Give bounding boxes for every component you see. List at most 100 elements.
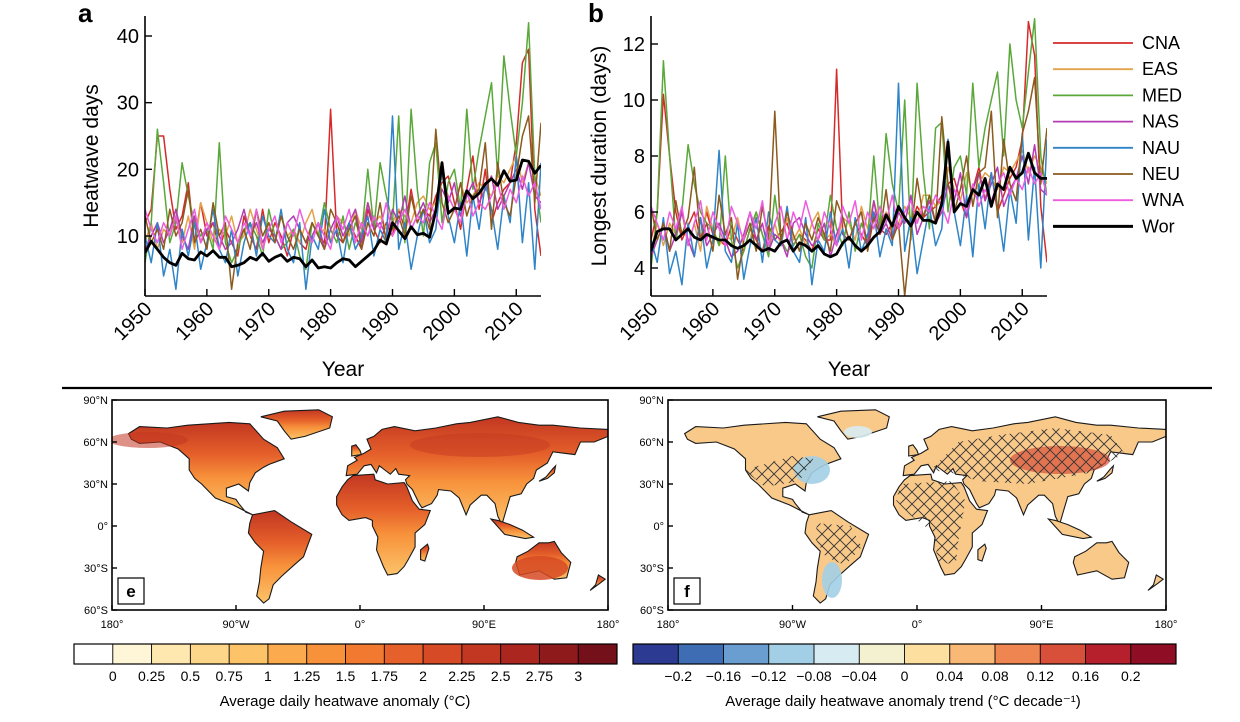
- legend-label-eas: EAS: [1142, 59, 1178, 79]
- colorbar-e-bin-8: [384, 644, 424, 664]
- colorbar-e-tick-3: 0.75: [216, 668, 243, 684]
- colorbar-f-tick-3: −0.08: [796, 668, 832, 684]
- map-f-cooling-south-america: [822, 562, 842, 598]
- map-e-land-new-zealand: [589, 574, 607, 591]
- panel-b-ylabel: Longest duration (days): [588, 46, 611, 267]
- x-tick-label-b-1960: 1960: [677, 298, 724, 345]
- colorbar-f-bin-3: [768, 644, 815, 664]
- map-f-hatch-na: [744, 456, 814, 487]
- y-tick-label-b-10: 10: [623, 90, 645, 112]
- colorbar-f-bin-10: [1085, 644, 1132, 664]
- series-line-neu-a: [145, 115, 541, 291]
- map-f-lon-label-2: 0°: [912, 619, 923, 631]
- map-f-land-new-zealand: [1147, 574, 1165, 591]
- legend-label-wor: Wor: [1142, 216, 1175, 236]
- map-e-lon-label-0: 180°: [101, 619, 124, 631]
- map-e-land-north-america: [127, 421, 286, 516]
- map-e-land-indonesia: [489, 518, 536, 540]
- map-f-greenland: [844, 426, 872, 438]
- y-tick-label-a-10: 10: [117, 226, 139, 248]
- legend-label-neu: NEU: [1142, 164, 1180, 184]
- map-f-land-indonesia: [1046, 518, 1093, 540]
- map-f-lon-label-3: 90°E: [1030, 619, 1054, 631]
- colorbar-f-tick-5: 0: [901, 668, 909, 684]
- map-e-lat-label-3: 0°: [97, 521, 108, 533]
- map-e-land-japan: [538, 464, 557, 482]
- map-e-label: e: [126, 582, 135, 601]
- colorbar-e-tick-4: 1: [264, 668, 272, 684]
- y-tick-label-b-4: 4: [634, 258, 645, 280]
- series-line-nau-a: [145, 115, 541, 291]
- x-tick-label-b-1970: 1970: [739, 298, 786, 345]
- colorbar-f-bin-1: [678, 644, 724, 664]
- colorbar-e-bin-7: [345, 644, 385, 664]
- map-e-land-greenland: [260, 409, 334, 440]
- series-line-wna-b: [651, 166, 1047, 247]
- colorbar-f-bin-11: [1130, 644, 1177, 664]
- map-e: 90°N 60°N 30°N 0° 30°S 60°S 180° 90°W 0° 90°E 180°…: [83, 395, 619, 631]
- colorbar-e-tick-12: 3: [574, 668, 582, 684]
- colorbar-f-tick-6: 0.04: [936, 668, 963, 684]
- legend-label-med: MED: [1142, 85, 1182, 105]
- map-e-hotspot-australia: [512, 556, 568, 580]
- map-e-lon-label-2: 0°: [355, 619, 366, 631]
- colorbar-e-bin-0: [74, 644, 114, 664]
- series-line-wna-a: [145, 175, 541, 251]
- map-f-lat-label-0: 90°N: [639, 395, 664, 407]
- colorbar-f-bin-6: [904, 644, 951, 664]
- map-e-land-eurasia: [345, 416, 608, 527]
- map-f-lon-label-4: 180°: [1155, 619, 1178, 631]
- colorbar-e-tick-2: 0.5: [181, 668, 201, 684]
- colorbar-f-bin-2: [723, 644, 770, 664]
- map-f-land-australia: [1072, 540, 1130, 580]
- y-tick-label-a-40: 40: [117, 26, 139, 48]
- legend-label-cna: CNA: [1142, 33, 1180, 53]
- panel-b: b 4 6 8 10 12 1950 1960 1970 1980 1990 2000 2010 Lo…: [588, 0, 1047, 381]
- colorbar-e-bin-5: [267, 644, 308, 664]
- map-f-land-madagascar: [977, 543, 987, 562]
- panel-b-xlabel: Year: [828, 358, 870, 381]
- map-f-lat-label-5: 60°S: [640, 605, 664, 617]
- colorbar-f-bin-4: [814, 644, 860, 664]
- colorbar-f-title: Average daily heatwave anomaly trend (°C…: [725, 693, 1081, 710]
- colorbar-e-tick-9: 2.25: [448, 668, 475, 684]
- colorbar-e-title: Average daily heatwave anomaly (°C): [220, 693, 471, 710]
- legend-label-wna: WNA: [1142, 190, 1184, 210]
- colorbar-e-bin-9: [423, 644, 463, 664]
- map-e-lon-label-3: 90°E: [472, 619, 496, 631]
- map-f: 90°N 60°N 30°N 0° 30°S 60°S 180° 90°W 0° 90°E 180°…: [639, 395, 1177, 631]
- series-line-med-a: [145, 21, 541, 271]
- map-e-land-madagascar: [420, 543, 430, 562]
- colorbar-e-tick-10: 2.5: [491, 668, 511, 684]
- colorbar-e-bin-3: [190, 644, 230, 664]
- x-tick-label-b-2010: 2010: [987, 298, 1034, 345]
- map-e-lat-label-4: 30°S: [84, 563, 108, 575]
- colorbar-e-tick-1: 0.25: [138, 668, 165, 684]
- panel-a: a 10 20 30 40 1950 1960 1970 1980 1990 2000 2010 H…: [78, 0, 541, 381]
- map-f-lon-label-0: 180°: [657, 619, 680, 631]
- colorbar-f-tick-10: 0.2: [1121, 668, 1141, 684]
- colorbar-f-tick-9: 0.16: [1072, 668, 1099, 684]
- y-tick-label-a-30: 30: [117, 93, 139, 115]
- map-f-lat-label-3: 0°: [653, 521, 664, 533]
- series-line-wor-a: [145, 158, 541, 270]
- map-f-lon-label-1: 90°W: [779, 619, 807, 631]
- colorbar-e-bin-12: [539, 644, 579, 664]
- map-f-lat-label-4: 30°S: [640, 563, 664, 575]
- x-tick-label-a-1990: 1990: [357, 298, 404, 345]
- x-tick-label-a-1970: 1970: [233, 298, 280, 345]
- x-tick-label-b-2000: 2000: [925, 298, 972, 345]
- x-tick-label-a-1950: 1950: [110, 298, 157, 345]
- map-e-lat-label-0: 90°N: [83, 395, 108, 407]
- map-e-lat-label-1: 60°N: [83, 437, 108, 449]
- map-f-hatch-eu-asia: [930, 428, 1125, 484]
- series-line-neu-b: [651, 76, 1047, 296]
- colorbar-e-tick-6: 1.5: [336, 668, 356, 684]
- colorbar-e: 0 0.25 0.5 0.75 1 1.25 1.5 1.75 2 2.25 2.5 2.75 3: [73, 643, 618, 684]
- map-f-hatch-sa: [814, 523, 862, 566]
- map-f-lat-label-1: 60°N: [639, 437, 664, 449]
- y-tick-label-b-12: 12: [623, 34, 645, 56]
- colorbar-f-tick-1: −0.16: [706, 668, 742, 684]
- colorbar-f-tick-8: 0.12: [1027, 668, 1054, 684]
- x-tick-label-b-1990: 1990: [863, 298, 910, 345]
